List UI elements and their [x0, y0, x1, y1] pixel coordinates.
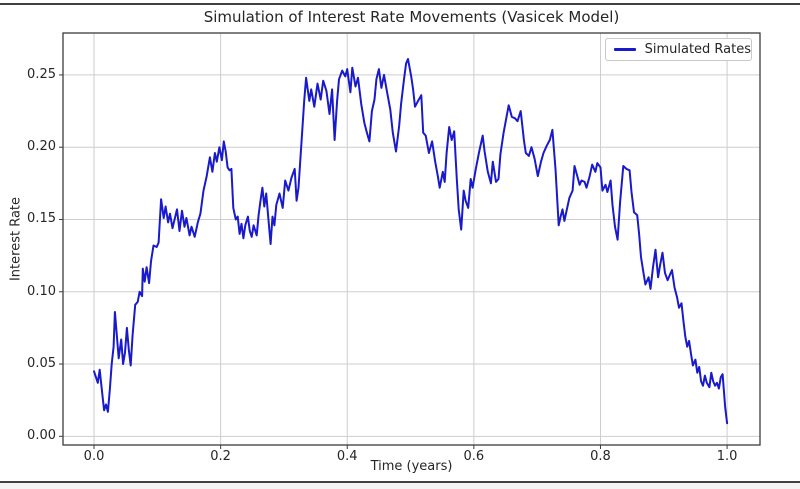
y-tick-label: 0.00 [27, 428, 56, 444]
legend-entry-label: Simulated Rates [644, 42, 751, 57]
x-tick-label: 0.0 [83, 449, 105, 464]
window-bottom-edge [0, 481, 800, 483]
y-tick-label: 0.20 [27, 139, 56, 155]
y-tick-label: 0.25 [27, 67, 56, 83]
y-axis-label: Interest Rate [8, 196, 24, 282]
y-tick-label: 0.05 [27, 356, 56, 372]
y-tick-label: 0.15 [27, 211, 56, 227]
x-tick-label: 0.6 [463, 449, 485, 464]
legend: Simulated Rates [605, 38, 752, 61]
x-tick-label: 1.0 [716, 449, 738, 464]
chart-title: Simulation of Interest Rate Movements (V… [203, 8, 620, 26]
window-top-edge [0, 3, 800, 5]
axes-spines [62, 32, 761, 446]
series-line-simulated-rates [93, 58, 729, 425]
y-tick-label: 0.10 [27, 283, 56, 299]
x-axis-label: Time (years) [370, 459, 453, 474]
x-tick-label: 0.8 [590, 449, 611, 464]
window-bottom-strip [0, 483, 800, 489]
x-tick-label: 0.4 [336, 449, 358, 464]
legend-line-sample-icon [614, 48, 636, 51]
x-tick-label: 0.2 [210, 449, 231, 464]
